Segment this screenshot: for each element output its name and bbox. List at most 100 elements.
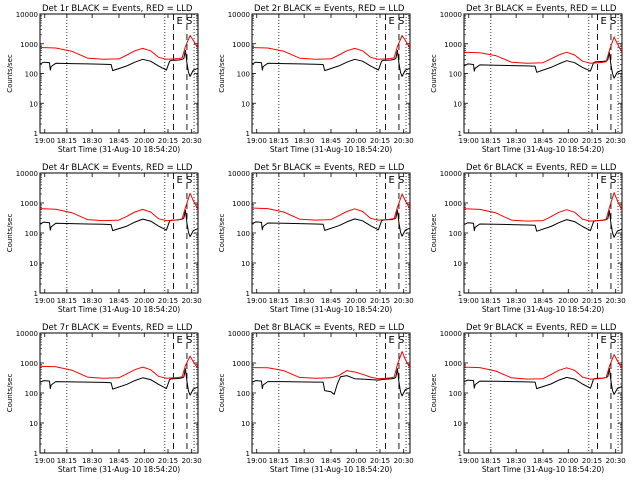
x-axis-label: Start Time (31-Aug-10 18:54:20)	[270, 305, 392, 314]
x-tick-label: 19:00	[247, 297, 267, 305]
y-axis-label: Counts/sec	[430, 214, 438, 253]
lld-series-line	[251, 193, 411, 221]
x-tick-label: 18:45	[533, 137, 553, 145]
y-tick-label: 1	[246, 130, 250, 138]
x-tick-label: 20:30	[606, 297, 626, 305]
events-series-line	[463, 51, 623, 79]
y-axis-label: Counts/sec	[6, 374, 14, 413]
detector-panel-1: Det 1r BLACK = Events, RED = LLD 1 10 100 10…	[6, 4, 202, 154]
y-tick-label: 10000	[228, 330, 250, 338]
x-tick-label: 18:30	[506, 137, 526, 145]
flag-letters: E S	[177, 175, 193, 186]
x-tick-label: 18:45	[533, 297, 553, 305]
x-tick-label: 20:15	[158, 137, 178, 145]
x-tick-label: 18:30	[82, 457, 102, 465]
lld-series-line	[463, 192, 623, 222]
y-tick-label: 100	[449, 390, 462, 398]
y-tick-label: 100	[449, 71, 462, 79]
x-tick-label: 20:30	[394, 457, 414, 465]
y-tick-label: 1000	[20, 360, 38, 368]
panel-title: Det 7r BLACK = Events, RED = LLD	[42, 323, 193, 333]
y-axis-label: Counts/sec	[218, 374, 226, 413]
flag-letters: E S	[601, 175, 617, 186]
y-tick-label: 1000	[232, 360, 250, 368]
x-tick-label: 18:30	[294, 457, 314, 465]
x-tick-label: 20:15	[158, 457, 178, 465]
x-tick-label: 20:15	[158, 297, 178, 305]
x-axis-label: Start Time (31-Aug-10 18:54:20)	[482, 465, 604, 474]
flag-letters: E S	[389, 335, 405, 346]
flag-letters: E S	[601, 335, 617, 346]
y-axis-label: Counts/sec	[430, 54, 438, 93]
plot-frame	[463, 172, 623, 294]
x-tick-label: 18:30	[506, 457, 526, 465]
panel-title: Det 9r BLACK = Events, RED = LLD	[466, 323, 617, 333]
y-tick-label: 1	[458, 290, 462, 298]
lld-series-line	[39, 192, 199, 222]
detector-panel-4: Det 4r BLACK = Events, RED = LLD 1 10 100 10…	[6, 163, 202, 314]
y-tick-label: 10000	[228, 170, 250, 178]
x-tick-label: 20:00	[558, 457, 578, 465]
x-tick-label: 18:15	[269, 457, 289, 465]
x-tick-label: 20:00	[134, 297, 154, 305]
x-tick-label: 18:45	[321, 297, 341, 305]
plot-frame	[463, 13, 623, 134]
y-tick-label: 10	[453, 100, 462, 108]
y-tick-label: 10000	[228, 11, 250, 19]
x-tick-label: 18:45	[109, 137, 129, 145]
flag-letters: E S	[601, 16, 617, 27]
y-tick-label: 10000	[440, 11, 462, 19]
y-tick-label: 100	[25, 71, 38, 79]
detector-panel-6: Det 6r BLACK = Events, RED = LLD 1 10 100 10…	[430, 163, 626, 314]
x-tick-label: 18:45	[533, 457, 553, 465]
x-tick-label: 20:30	[606, 137, 626, 145]
y-tick-label: 1	[34, 290, 38, 298]
y-tick-label: 1000	[232, 200, 250, 208]
panel-title: Det 6r BLACK = Events, RED = LLD	[466, 163, 617, 173]
x-tick-label: 18:15	[269, 297, 289, 305]
plot-frame	[251, 172, 411, 294]
x-axis-label: Start Time (31-Aug-10 18:54:20)	[58, 465, 180, 474]
x-tick-label: 20:30	[182, 457, 202, 465]
detector-panel-3: Det 3r BLACK = Events, RED = LLD 1 10 100 10…	[430, 4, 626, 154]
detector-panel-7: Det 7r BLACK = Events, RED = LLD 1 10 100 10…	[6, 323, 202, 474]
x-tick-label: 19:00	[35, 297, 55, 305]
y-tick-label: 1	[34, 130, 38, 138]
x-tick-label: 18:30	[506, 297, 526, 305]
x-tick-label: 19:00	[35, 457, 55, 465]
lld-series-line	[463, 354, 623, 380]
x-tick-label: 20:15	[582, 457, 602, 465]
y-tick-label: 1	[246, 290, 250, 298]
events-series-line	[251, 209, 411, 237]
x-tick-label: 19:00	[459, 457, 479, 465]
x-tick-label: 18:30	[294, 137, 314, 145]
y-tick-label: 10	[241, 260, 250, 268]
x-tick-label: 19:00	[459, 297, 479, 305]
events-series-line	[463, 210, 623, 238]
lld-series-line	[251, 351, 411, 380]
y-tick-label: 1	[458, 450, 462, 458]
x-tick-label: 20:00	[346, 137, 366, 145]
x-tick-label: 18:45	[321, 137, 341, 145]
detector-panel-5: Det 5r BLACK = Events, RED = LLD 1 10 100 10…	[218, 163, 414, 314]
lld-series-line	[39, 35, 199, 60]
x-tick-label: 20:15	[370, 457, 390, 465]
x-tick-label: 18:15	[269, 137, 289, 145]
y-tick-label: 10	[453, 260, 462, 268]
x-tick-label: 20:00	[134, 137, 154, 145]
x-tick-label: 18:30	[294, 297, 314, 305]
x-tick-label: 20:00	[346, 297, 366, 305]
flag-letters: E S	[177, 335, 193, 346]
flag-letters: E S	[389, 175, 405, 186]
x-tick-label: 20:30	[606, 457, 626, 465]
plot-frame	[251, 13, 411, 134]
panel-title: Det 1r BLACK = Events, RED = LLD	[42, 4, 193, 14]
y-tick-label: 100	[237, 230, 250, 238]
events-series-line	[39, 368, 199, 396]
y-tick-label: 10	[241, 420, 250, 428]
x-tick-label: 20:00	[558, 137, 578, 145]
x-axis-label: Start Time (31-Aug-10 18:54:20)	[482, 145, 604, 154]
plot-frame	[39, 13, 199, 134]
